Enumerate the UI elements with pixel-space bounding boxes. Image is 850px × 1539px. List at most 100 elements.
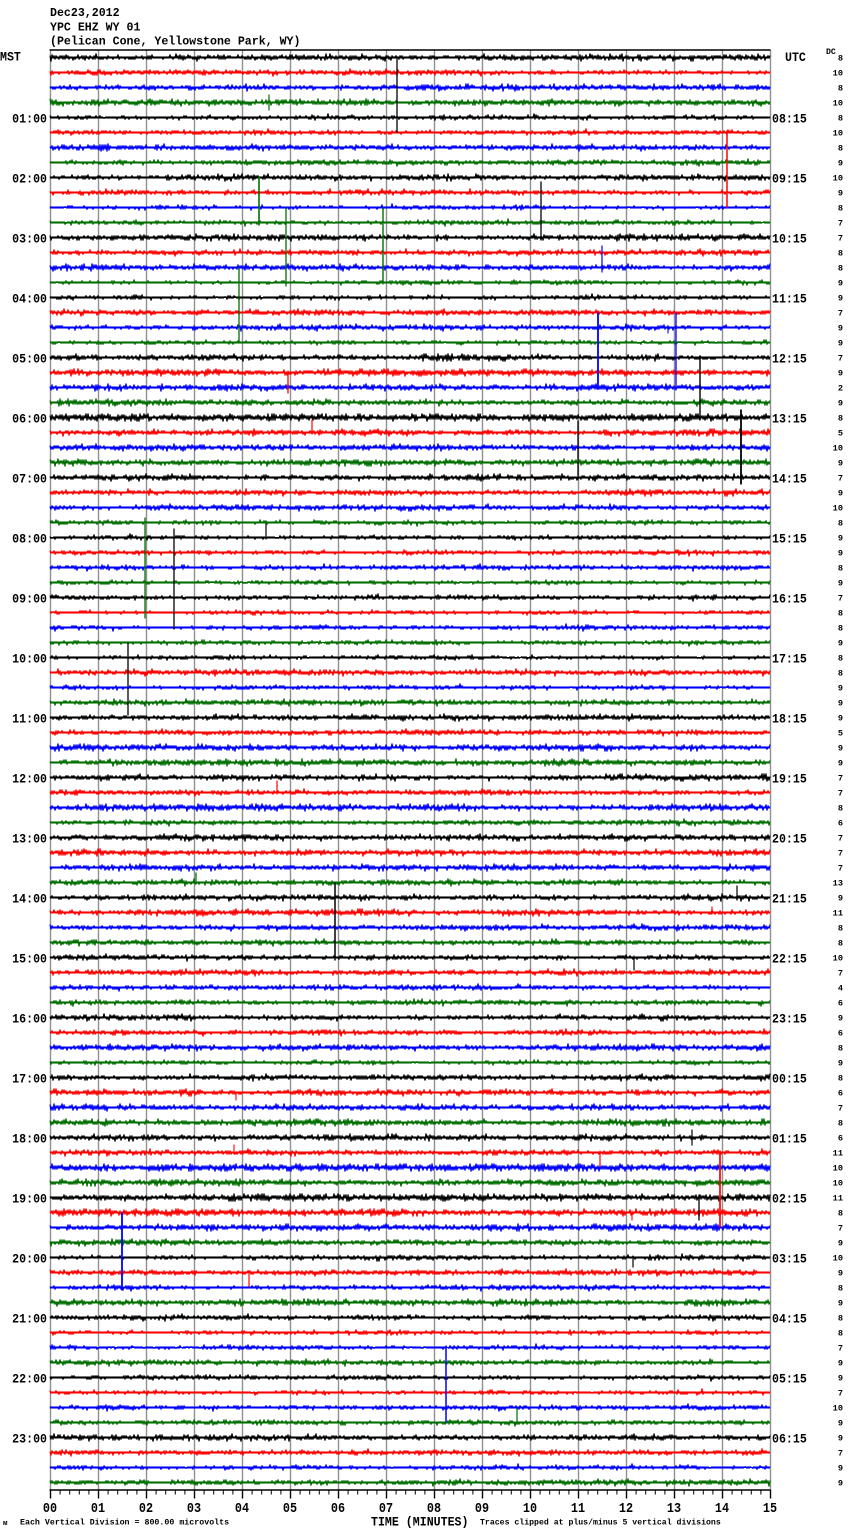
svg-text:TIME (MINUTES): TIME (MINUTES) [371,1515,468,1530]
svg-text:8: 8 [838,1119,843,1129]
svg-text:UTC: UTC [785,50,806,65]
svg-text:22:15: 22:15 [772,952,807,967]
svg-text:05: 05 [283,1500,297,1516]
svg-text:8: 8 [838,204,843,214]
svg-text:9: 9 [838,399,843,409]
svg-text:8: 8 [838,414,843,424]
svg-text:8: 8 [838,264,843,274]
svg-text:8: 8 [838,144,843,154]
svg-text:5: 5 [838,429,843,439]
svg-text:01:15: 01:15 [772,1132,807,1147]
svg-text:10: 10 [833,504,843,514]
svg-text:7: 7 [838,849,843,859]
svg-text:19:00: 19:00 [12,1192,47,1207]
svg-text:13:15: 13:15 [772,412,807,427]
svg-text:01:00: 01:00 [12,112,47,127]
svg-text:9: 9 [838,339,843,349]
svg-text:8: 8 [838,624,843,634]
svg-text:7: 7 [838,864,843,874]
svg-text:8: 8 [838,84,843,94]
svg-text:04:15: 04:15 [772,1312,807,1327]
svg-text:10: 10 [833,69,843,79]
svg-text:9: 9 [838,189,843,199]
svg-text:9: 9 [838,759,843,769]
svg-text:9: 9 [838,1059,843,1069]
svg-text:7: 7 [838,219,843,229]
svg-text:11: 11 [833,1149,843,1159]
svg-text:23:15: 23:15 [772,1012,807,1027]
svg-text:18:15: 18:15 [772,712,807,727]
svg-text:7: 7 [838,774,843,784]
svg-text:YPC EHZ WY 01: YPC EHZ WY 01 [50,22,140,35]
svg-text:04: 04 [235,1500,249,1516]
svg-text:9: 9 [838,894,843,904]
svg-text:8: 8 [838,519,843,529]
svg-text:8: 8 [838,924,843,934]
svg-text:07:00: 07:00 [12,472,47,487]
svg-text:15: 15 [763,1500,777,1516]
svg-text:7: 7 [838,1344,843,1354]
svg-text:14: 14 [715,1500,729,1516]
svg-text:8: 8 [838,1044,843,1054]
svg-text:Traces clipped at plus/minus 5: Traces clipped at plus/minus 5 vertical … [480,1518,721,1528]
svg-text:10:00: 10:00 [12,652,47,667]
svg-text:15:15: 15:15 [772,532,807,547]
svg-text:15:00: 15:00 [12,952,47,967]
svg-text:6: 6 [838,999,843,1009]
svg-text:9: 9 [838,159,843,169]
svg-text:14:00: 14:00 [12,892,47,907]
svg-text:DC: DC [826,48,836,57]
svg-text:10: 10 [833,954,843,964]
svg-text:9: 9 [838,534,843,544]
svg-text:7: 7 [838,1104,843,1114]
svg-text:Dec23,2012: Dec23,2012 [50,7,120,20]
svg-text:03:00: 03:00 [12,232,47,247]
svg-text:21:00: 21:00 [12,1312,47,1327]
svg-text:08:00: 08:00 [12,532,47,547]
svg-text:02:15: 02:15 [772,1192,807,1207]
svg-text:04:00: 04:00 [12,292,47,307]
svg-text:9: 9 [838,549,843,559]
svg-text:9: 9 [838,1464,843,1474]
svg-text:9: 9 [838,699,843,709]
svg-text:8: 8 [838,1074,843,1084]
svg-text:9: 9 [838,1239,843,1249]
svg-text:6: 6 [838,1029,843,1039]
svg-text:8: 8 [838,1209,843,1219]
svg-text:8: 8 [838,114,843,124]
svg-text:21:15: 21:15 [772,892,807,907]
svg-text:09: 09 [475,1500,489,1516]
svg-text:23:00: 23:00 [12,1432,47,1447]
svg-text:7: 7 [838,834,843,844]
svg-text:6: 6 [838,1134,843,1144]
svg-text:7: 7 [838,474,843,484]
svg-text:9: 9 [838,579,843,589]
svg-text:05:15: 05:15 [772,1372,807,1387]
svg-text:18:00: 18:00 [12,1132,47,1147]
svg-text:08: 08 [427,1500,441,1516]
svg-text:9: 9 [838,459,843,469]
svg-text:10: 10 [833,174,843,184]
svg-text:17:00: 17:00 [12,1072,47,1087]
svg-text:10: 10 [833,129,843,139]
svg-text:09:00: 09:00 [12,592,47,607]
svg-text:8: 8 [838,1284,843,1294]
svg-text:MST: MST [0,50,21,65]
svg-text:10: 10 [833,1164,843,1174]
svg-text:22:00: 22:00 [12,1372,47,1387]
svg-text:09:15: 09:15 [772,172,807,187]
svg-text:8: 8 [838,1314,843,1324]
svg-text:02: 02 [139,1500,153,1516]
svg-text:8: 8 [838,669,843,679]
svg-text:7: 7 [838,1389,843,1399]
svg-text:11:15: 11:15 [772,292,807,307]
svg-text:10: 10 [523,1500,537,1516]
svg-text:9: 9 [838,639,843,649]
svg-text:11: 11 [571,1500,585,1516]
svg-text:11: 11 [833,909,843,919]
svg-text:7: 7 [838,1449,843,1459]
svg-text:00:15: 00:15 [772,1072,807,1087]
svg-text:10: 10 [833,99,843,109]
svg-text:11: 11 [833,1194,843,1204]
svg-text:7: 7 [838,789,843,799]
